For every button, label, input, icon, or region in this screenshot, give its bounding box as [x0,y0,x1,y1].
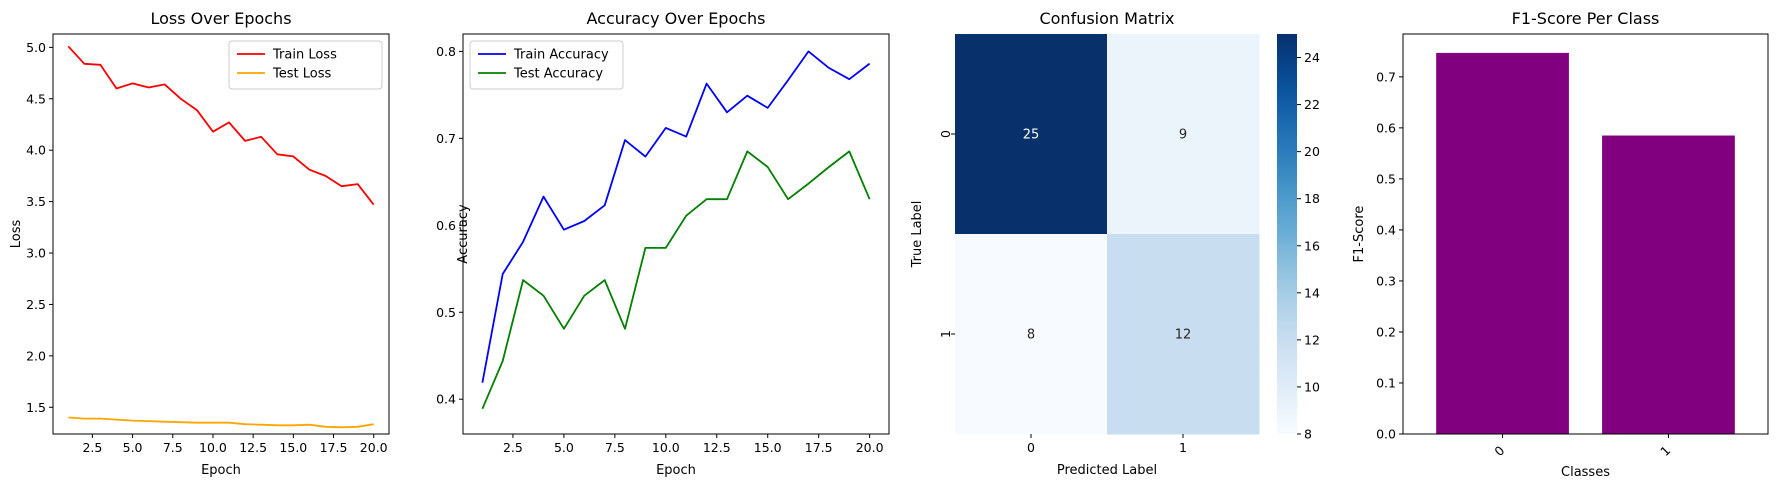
bar-0 [1436,52,1569,434]
legend-0: Train Loss Test Loss [228,40,383,90]
x-tick-label: 17.5 [320,440,348,455]
series-line-0 [67,45,375,206]
y-tick-label: 3.5 [26,194,46,209]
y-axis-label-1: Accuracy [456,204,471,264]
colorbar-tick-label: 24 [1304,50,1320,65]
y-tick-label: 0.8 [436,44,456,59]
heatmap-cell [1107,34,1260,235]
y-tick-label: 0.5 [436,305,456,320]
colorbar-tick-label: 16 [1304,238,1320,253]
heatmap-cell [955,34,1108,235]
x-tick-label: 2.5 [503,440,523,455]
x-tick-label: 20.0 [360,440,388,455]
x-tick-label: 1 [1179,440,1187,455]
y-tick-label: 4.0 [26,143,46,158]
legend-box [228,40,383,90]
x-tick-label: 2.5 [82,440,102,455]
legend-label: Test Loss [272,67,331,82]
legend-box [469,40,624,90]
axes-frame-3 [1402,33,1769,435]
y-tick-label: 1 [938,330,953,338]
x-tick-label: 7.5 [605,440,625,455]
legend-label: Train Loss [272,48,337,63]
y-tick-label: 0.7 [436,131,456,146]
y-tick-label: 2.5 [26,297,46,312]
colorbar-tick-label: 10 [1304,379,1320,394]
y-axis-label-2: True Label [910,201,925,269]
x-tick-label: 5.0 [123,440,143,455]
colorbar-tick-label: 8 [1304,427,1312,442]
x-tick-label: 10.0 [199,440,227,455]
colorbar-tick-label: 12 [1304,332,1320,347]
y-tick-label: 3.0 [26,246,46,261]
series-line-1 [68,416,374,429]
heatmap-cell [955,234,1108,435]
x-tick-label: 17.5 [805,440,833,455]
x-axis-label-0: Epoch [201,463,241,478]
chart-title-2: Confusion Matrix [1039,9,1174,28]
x-tick-label: 20.0 [856,440,884,455]
bar-1 [1602,135,1735,434]
axes-frame-0 [52,33,390,435]
y-tick-label: 0.0 [1376,427,1396,442]
legend-1: Train Accuracy Test Accuracy [469,40,624,90]
colorbar [1277,34,1297,434]
heatmap-cell-value: 9 [1179,128,1187,143]
colorbar-tick-label: 14 [1304,285,1320,300]
y-tick-label: 5.0 [26,40,46,55]
x-tick-label: 12.5 [703,440,731,455]
series-line-0 [481,50,871,383]
x-tick-label: 7.5 [163,440,183,455]
y-tick-label: 0.4 [436,392,456,407]
chart-title-0: Loss Over Epochs [150,9,291,28]
colorbar-tick-label: 18 [1304,191,1320,206]
y-tick-label: 0.7 [1376,69,1396,84]
x-tick-label: 1 [1657,443,1673,459]
x-axis-label-2: Predicted Label [1057,463,1157,478]
y-tick-label: 4.5 [26,91,46,106]
heatmap-cell-value: 25 [1023,128,1040,143]
colorbar-tick-label: 22 [1304,97,1320,112]
series-line-1 [481,150,871,410]
x-tick-label: 0 [1491,443,1507,459]
y-tick-label: 0.4 [1376,222,1396,237]
y-tick-label: 0.3 [1376,273,1396,288]
heatmap-cell-value: 8 [1027,328,1035,343]
y-axis-label-0: Loss [9,220,24,249]
y-tick-label: 2.0 [26,348,46,363]
y-tick-label: 0.6 [436,218,456,233]
x-tick-label: 5.0 [554,440,574,455]
x-tick-label: 15.0 [754,440,782,455]
y-axis-label-3: F1-Score [1352,206,1367,263]
y-tick-label: 0.2 [1376,324,1396,339]
x-tick-label: 15.0 [279,440,307,455]
x-axis-label-3: Classes [1561,465,1610,480]
x-tick-label: 10.0 [652,440,680,455]
x-tick-label: 0 [1027,440,1035,455]
legend-label: Train Accuracy [513,48,609,63]
y-tick-label: 0.6 [1376,120,1396,135]
chart-title-3: F1-Score Per Class [1512,9,1660,28]
y-tick-label: 0.1 [1376,375,1396,390]
x-axis-label-1: Epoch [656,463,696,478]
axes-frame-1 [462,33,890,435]
y-tick-label: 1.5 [26,400,46,415]
heatmap-cell [1107,234,1260,435]
y-tick-label: 0.5 [1376,171,1396,186]
y-tick-label: 0 [938,130,953,138]
colorbar-tick-label: 20 [1304,144,1320,159]
legend-label: Test Accuracy [513,67,603,82]
x-tick-label: 12.5 [239,440,267,455]
heatmap-cell-value: 12 [1175,328,1192,343]
chart-title-1: Accuracy Over Epochs [586,9,765,28]
